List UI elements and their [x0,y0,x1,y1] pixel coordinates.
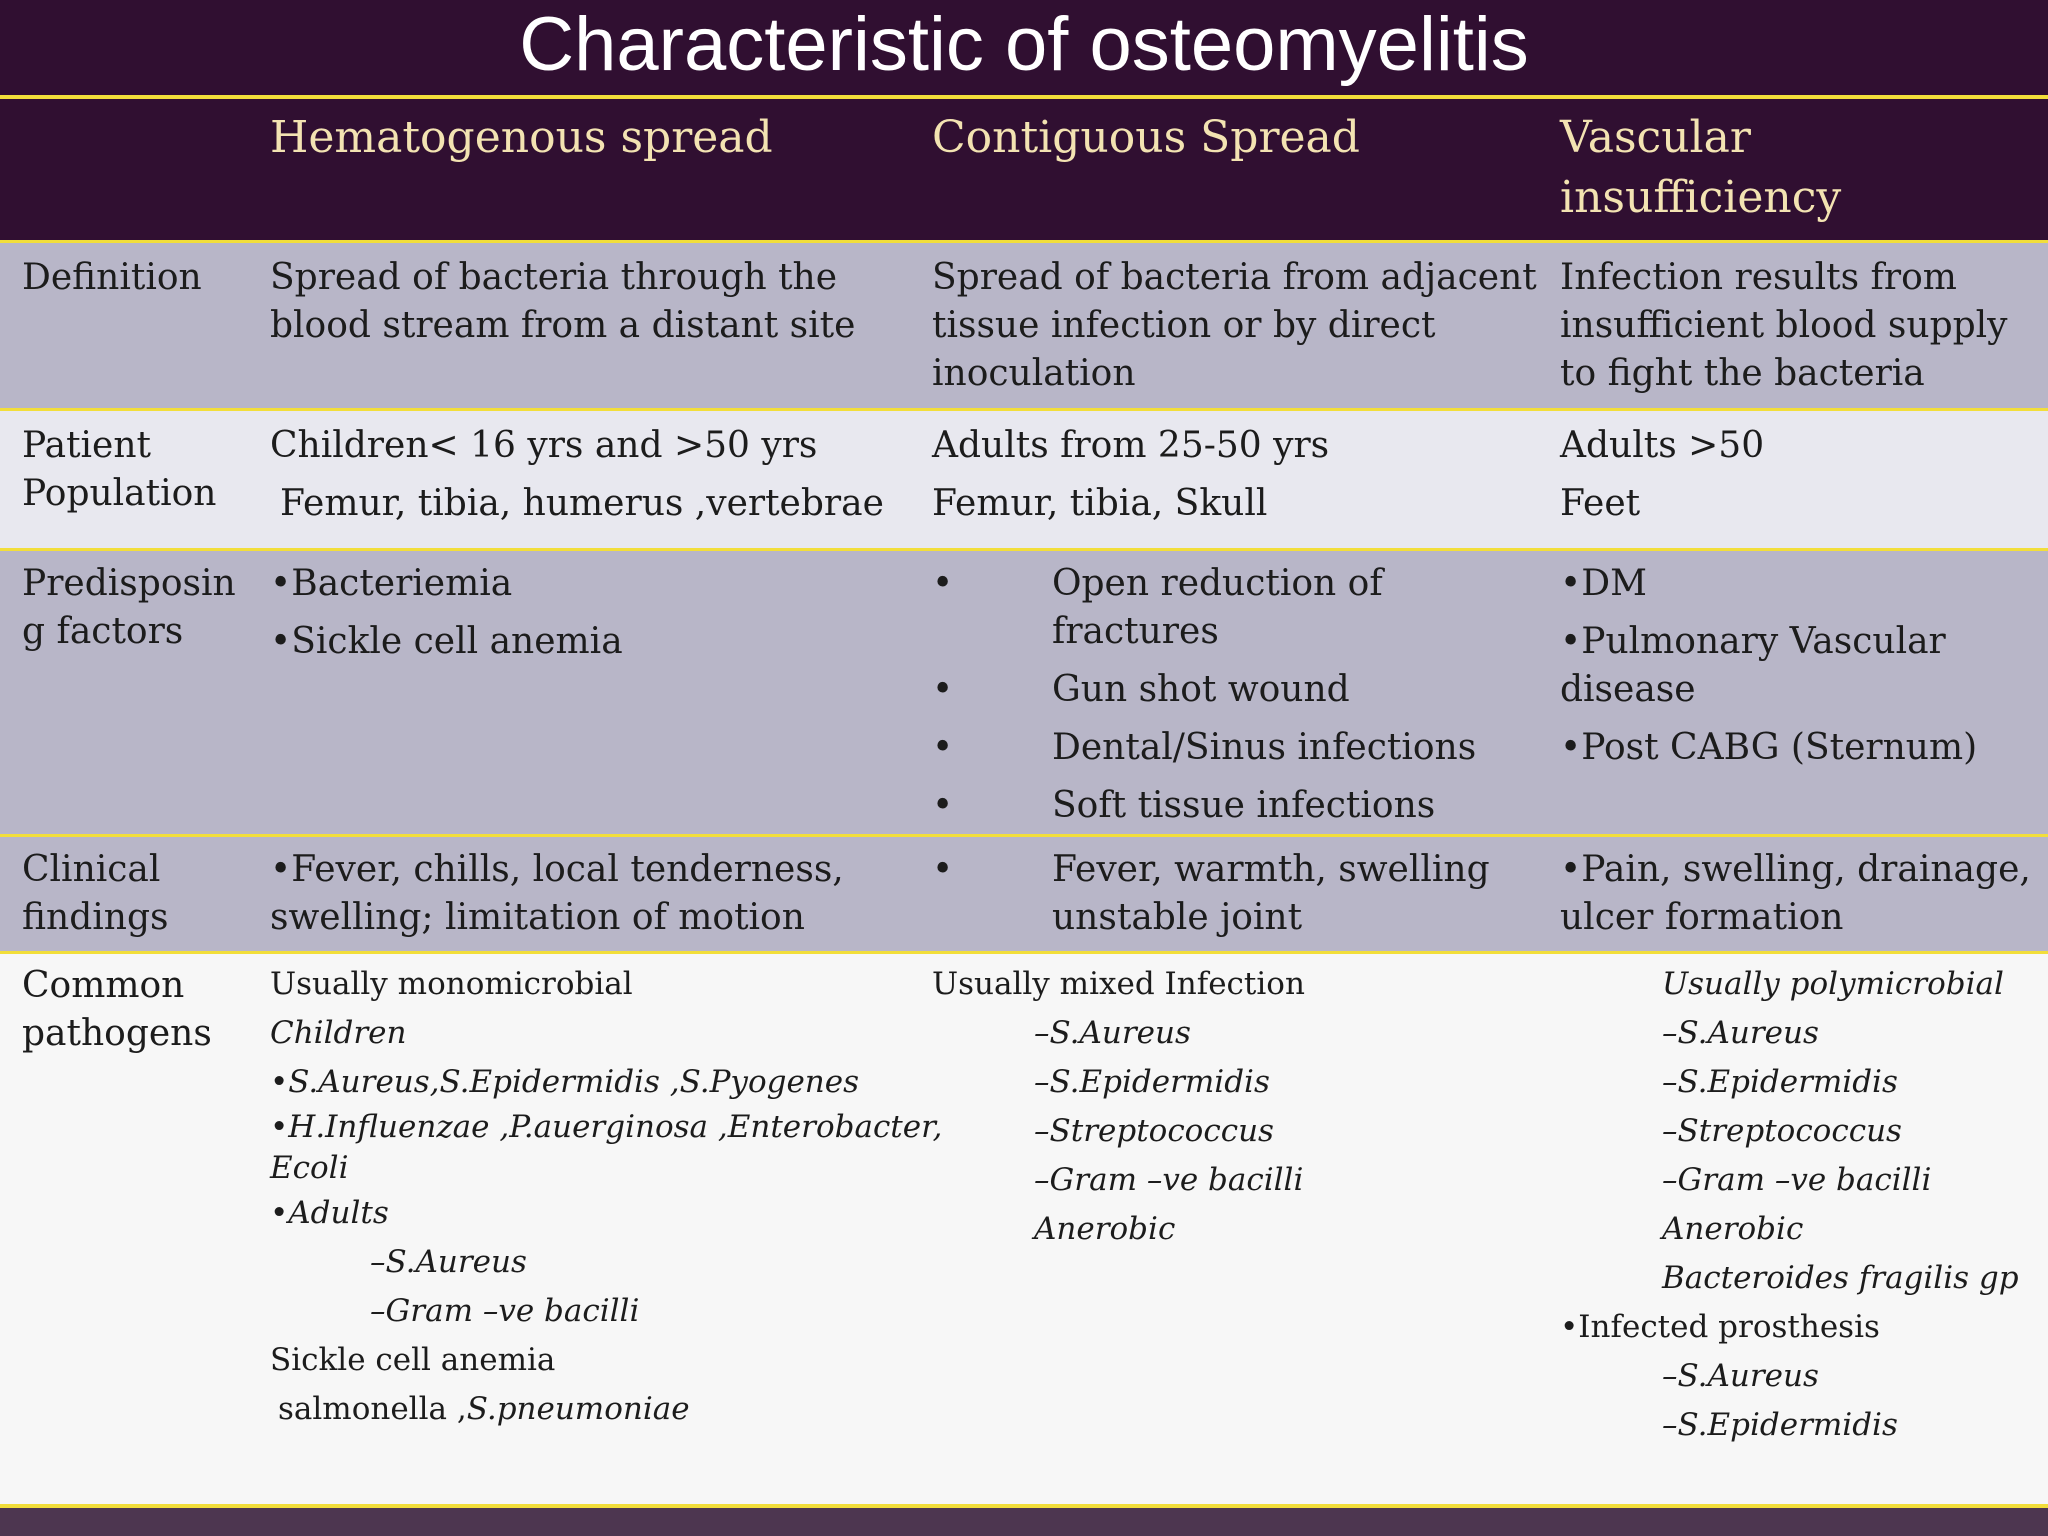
divider [0,1504,2048,1508]
patient-population-hematogenous: Children< 16 yrs and >50 yrs Femur, tibi… [270,425,884,524]
row-label-clinical-findings: Clinical findings [22,849,169,938]
patient-population-contiguous: Adults from 25-50 yrs Femur, tibia, Skul… [932,425,1330,524]
column-header-vascular: Vascular insufficiency [1560,112,1842,223]
column-header-contiguous: Contiguous Spread [932,112,1360,163]
table-row-patient-population [0,411,2048,548]
footer-bar [0,1508,2048,1536]
list-item: • Fever, warmth, swelling unstable joint [932,849,1490,938]
column-header-hematogenous: Hematogenous spread [270,112,773,163]
divider [0,548,2048,551]
pathogens-hematogenous: Usually monomicrobial Children •S.Aureus… [270,966,943,1427]
list-item: • Soft tissue infections [932,785,1436,826]
pathogens-vascular: Usually polymicrobial –S.Aureus –S.Epide… [1560,966,2019,1443]
list-item: • Open reduction of fractures [932,563,1383,652]
row-label-definition: Definition [22,257,202,298]
title-bar [0,0,2048,97]
clinical-hematogenous: •Fever, chills, local tenderness, swelli… [270,849,844,938]
patient-population-vascular: Adults >50 Feet [1560,425,1765,524]
table-row-predisposing-factors [0,551,2048,834]
divider [0,834,2048,837]
list-item: • Gun shot wound [932,669,1350,710]
divider [0,408,2048,411]
divider [0,95,2048,99]
table-row-definition [0,243,2048,408]
pathogens-contiguous: Usually mixed Infection –S.Aureus –S.Epi… [932,966,1305,1247]
predisposing-contiguous: • Open reduction of fractures • Gun shot … [932,560,1476,830]
row-label-predisposing-factors: Predisposin g factors [22,563,236,652]
row-label-patient-population: Patient Population [22,425,217,514]
list-item: • Dental/Sinus infections [932,727,1477,768]
definition-vascular: Infection results from insufficient bloo… [1560,257,2008,394]
divider [0,240,2048,244]
slide-title: Characteristic of osteomyelitis [519,2,1529,87]
predisposing-hematogenous: •Bacteriemia •Sickle cell anemia [270,563,623,662]
table-header-row [0,99,2048,241]
clinical-contiguous: • Fever, warmth, swelling unstable joint [932,846,1490,942]
predisposing-vascular: •DM •Pulmonary Vascular disease •Post CA… [1560,563,1978,768]
row-label-common-pathogens: Common pathogens [22,965,212,1054]
definition-hematogenous: Spread of bacteria through the blood str… [270,257,856,346]
divider [0,951,2048,954]
table-row-clinical-findings [0,837,2048,951]
table-row-common-pathogens [0,954,2048,1504]
definition-contiguous: Spread of bacteria from adjacent tissue … [932,257,1537,394]
clinical-vascular: •Pain, swelling, drainage, ulcer formati… [1560,849,2031,938]
